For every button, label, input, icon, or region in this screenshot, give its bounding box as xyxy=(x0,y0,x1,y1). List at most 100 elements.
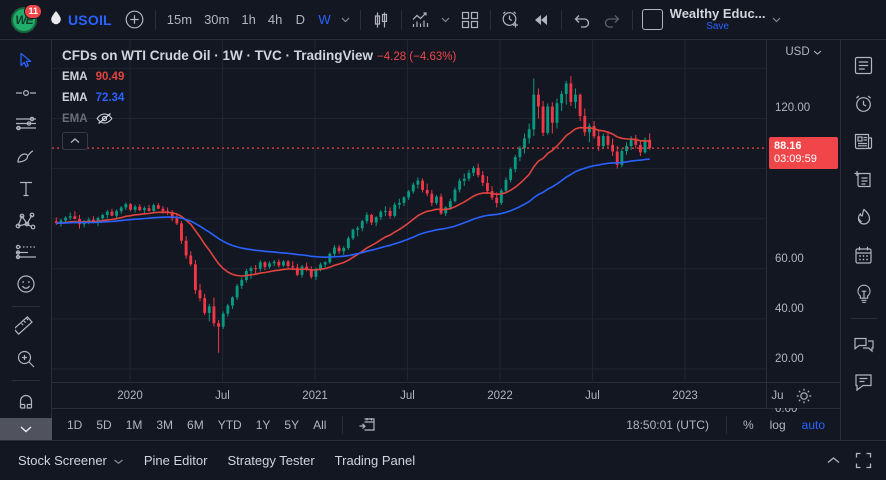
time-tick: Jul xyxy=(585,390,600,402)
data-window-panel-button[interactable] xyxy=(847,162,881,196)
price-scale[interactable]: USD 120.00100.0080.0060.0040.0020.000.00… xyxy=(766,40,840,415)
currency-label: USD xyxy=(785,46,810,58)
alert-button[interactable] xyxy=(496,5,526,35)
user-avatar[interactable]: WE 11 xyxy=(6,3,42,36)
interval-15m[interactable]: 15m xyxy=(166,12,193,27)
goto-date-button[interactable] xyxy=(352,410,382,440)
text-tool[interactable] xyxy=(7,173,45,204)
emoji-tool[interactable] xyxy=(7,269,45,300)
undo-button[interactable] xyxy=(567,5,597,35)
range-3M[interactable]: 3M xyxy=(156,417,174,432)
smiley-icon xyxy=(16,275,35,293)
bottom-item-stock-screener[interactable]: Stock Screener xyxy=(8,448,134,474)
lightbulb-icon xyxy=(856,284,871,303)
chart-clock[interactable]: 18:50:01 (UTC) xyxy=(626,417,709,432)
gear-sun-icon xyxy=(796,388,811,403)
interval-D[interactable]: D xyxy=(295,12,305,27)
layout-name-button[interactable]: Wealthy Educ... Save xyxy=(668,7,768,32)
notification-badge[interactable]: 11 xyxy=(24,3,42,19)
log-scale-button[interactable]: log xyxy=(769,417,786,432)
percent-scale-button[interactable]: % xyxy=(742,417,754,432)
watchlist-panel-button[interactable] xyxy=(847,48,881,82)
calendar-panel-button[interactable] xyxy=(847,238,881,272)
indicators-button[interactable] xyxy=(407,5,437,35)
chart-plot-area[interactable]: CFDs on WTI Crude Oil · 1W · TVC · Tradi… xyxy=(52,40,766,382)
time-scale[interactable]: 2020 Jul 2021 Jul 2022 Jul 2023 Ju xyxy=(52,382,840,408)
candlestick-chart xyxy=(52,40,766,381)
cursor-tool[interactable] xyxy=(7,46,45,77)
prediction-tool[interactable] xyxy=(7,237,45,268)
currency-button[interactable]: USD xyxy=(767,46,840,58)
legend-collapse-button[interactable] xyxy=(62,132,88,150)
collapse-drawing-toolbar-button[interactable] xyxy=(0,418,52,440)
forecast-icon xyxy=(15,245,36,260)
range-YTD[interactable]: YTD xyxy=(217,417,242,432)
range-1Y[interactable]: 1Y xyxy=(255,417,271,432)
news-panel-button[interactable] xyxy=(847,124,881,158)
range-1M[interactable]: 1M xyxy=(125,417,143,432)
chevron-down-icon xyxy=(341,17,350,23)
replay-button[interactable] xyxy=(526,5,556,35)
notes-panel-button[interactable] xyxy=(847,365,881,399)
layout-select-button[interactable] xyxy=(638,5,668,35)
add-note-icon xyxy=(854,170,871,187)
range-All[interactable]: All xyxy=(313,417,327,432)
range-5D[interactable]: 5D xyxy=(96,417,112,432)
ideas-panel-button[interactable] xyxy=(847,276,881,310)
replay-icon xyxy=(534,14,547,25)
interval-30m[interactable]: 30m xyxy=(204,12,230,27)
range-6M[interactable]: 6M xyxy=(187,417,204,432)
indicator-value: 90.49 xyxy=(95,70,125,83)
indicator-row-2[interactable]: EMA xyxy=(62,111,456,126)
magnifier-plus-icon xyxy=(17,350,34,368)
save-label[interactable]: Save xyxy=(706,21,729,32)
indicator-row-1[interactable]: EMA 72.34 xyxy=(62,90,456,105)
hotlist-panel-button[interactable] xyxy=(847,200,881,234)
fib-retracement-tool[interactable] xyxy=(7,110,45,141)
bottom-item-pine-editor[interactable]: Pine Editor xyxy=(134,448,218,474)
bottom-item-label: Pine Editor xyxy=(143,453,208,468)
symbol-search-button[interactable]: USOIL xyxy=(42,5,120,35)
chevron-down-icon xyxy=(20,426,31,433)
brush-tool[interactable] xyxy=(7,142,45,173)
indicator-row-0[interactable]: EMA 90.49 xyxy=(62,69,456,84)
alerts-panel-button[interactable] xyxy=(847,86,881,120)
collapse-panel-button[interactable] xyxy=(818,446,848,476)
add-symbol-button[interactable] xyxy=(120,5,150,35)
indicators-more-button[interactable] xyxy=(437,7,455,33)
chart-title[interactable]: CFDs on WTI Crude Oil · 1W · TVC · Tradi… xyxy=(62,48,374,63)
interval-more-button[interactable] xyxy=(337,7,355,33)
range-5Y[interactable]: 5Y xyxy=(284,417,300,432)
chart-type-button[interactable] xyxy=(366,5,396,35)
range-1D[interactable]: 1D xyxy=(67,417,83,432)
indicator-label: EMA xyxy=(62,91,88,104)
trend-line-tool[interactable] xyxy=(7,78,45,109)
interval-W[interactable]: W xyxy=(318,12,331,27)
interval-1h[interactable]: 1h xyxy=(241,12,256,27)
measure-tool[interactable] xyxy=(7,312,45,343)
eye-slash-icon[interactable] xyxy=(96,112,113,125)
chat-panel-button[interactable] xyxy=(847,327,881,361)
layout-more-button[interactable] xyxy=(768,7,786,33)
interval-4h[interactable]: 4h xyxy=(267,12,283,27)
undo-icon xyxy=(574,14,589,28)
patterns-tool[interactable] xyxy=(7,205,45,236)
fullscreen-button[interactable] xyxy=(848,446,878,476)
auto-scale-button[interactable]: auto xyxy=(801,417,825,432)
chat-bubbles-icon xyxy=(853,337,874,353)
grid-squares-icon xyxy=(461,11,478,28)
time-scale-track[interactable]: 2020 Jul 2021 Jul 2022 Jul 2023 Ju xyxy=(52,383,783,408)
flame-icon xyxy=(857,208,870,225)
bottom-item-label: Strategy Tester xyxy=(227,453,315,468)
magnet-tool[interactable] xyxy=(7,386,45,417)
chart-settings-button[interactable] xyxy=(766,383,840,408)
bottom-item-strategy-tester[interactable]: Strategy Tester xyxy=(217,448,324,474)
oil-drop-icon xyxy=(50,10,62,30)
bottom-item-label: Stock Screener xyxy=(18,453,107,468)
templates-button[interactable] xyxy=(455,5,485,35)
zoom-in-tool[interactable] xyxy=(7,343,45,374)
bottom-item-trading-panel[interactable]: Trading Panel xyxy=(325,448,425,474)
redo-button[interactable] xyxy=(597,5,627,35)
app-body: CFDs on WTI Crude Oil · 1W · TVC · Tradi… xyxy=(0,40,886,440)
